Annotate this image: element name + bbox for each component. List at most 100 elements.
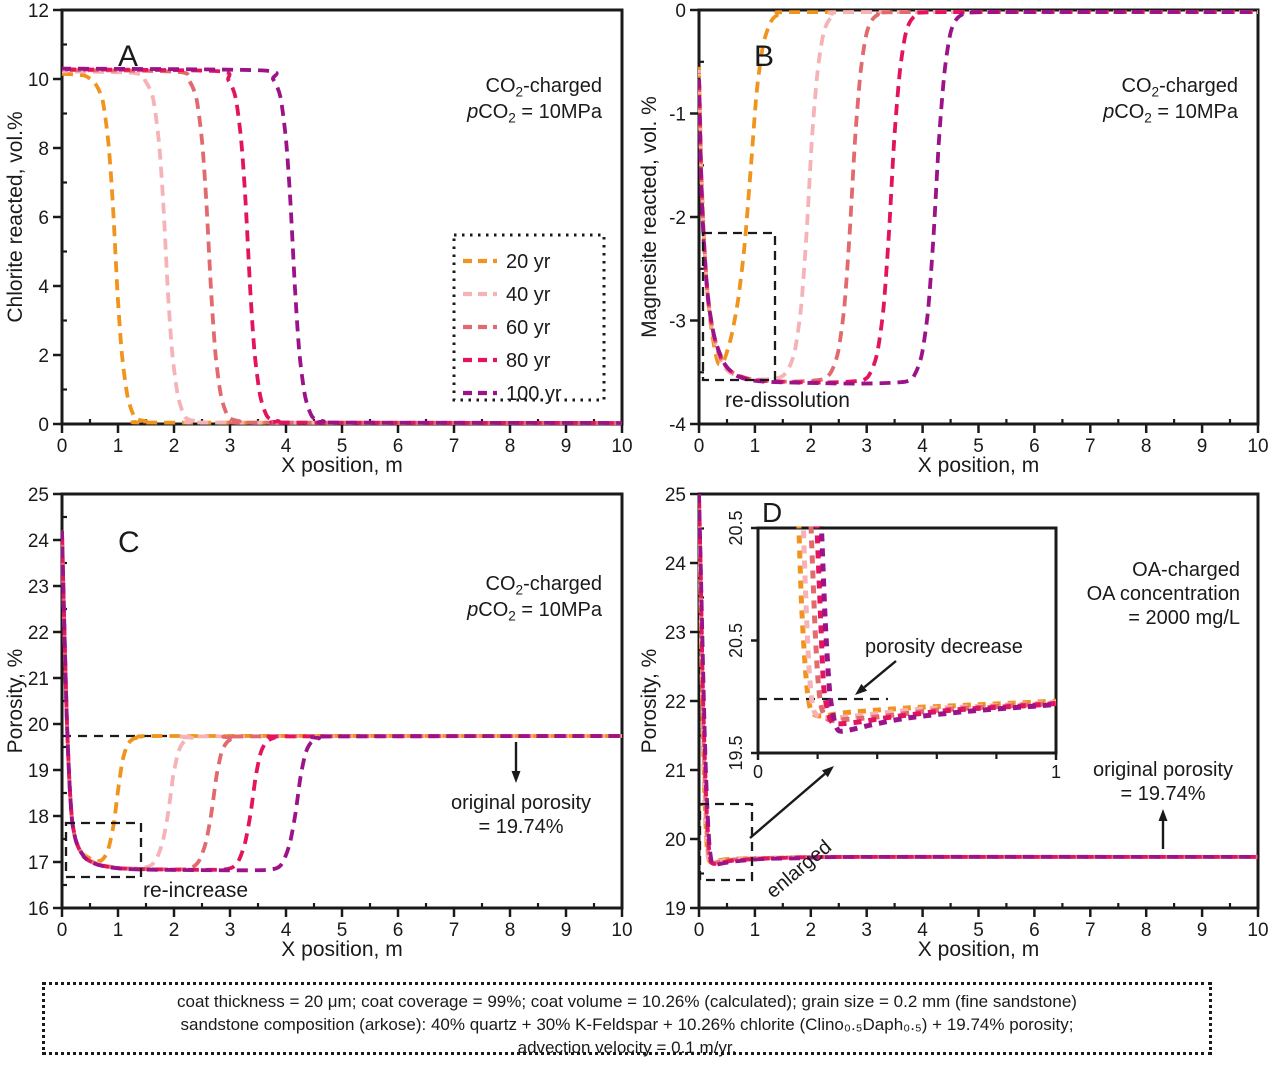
svg-text:1: 1 [113,436,124,457]
svg-text:18: 18 [28,807,49,828]
enlarged-zoom-box [698,802,754,882]
svg-text:22: 22 [28,623,49,644]
svg-text:-4: -4 [669,415,686,436]
panel-label: B [754,40,774,73]
svg-text:7: 7 [449,920,460,941]
legend: 20 yr 40 yr 60 yr 80 yr 100 yr [452,233,606,405]
curve-80-yr [814,526,1057,727]
svg-text:6: 6 [38,208,49,229]
svg-text:2: 2 [169,436,180,457]
original-porosity-label: = 19.74% [478,816,563,838]
condition-note: CO2-charged [486,573,603,598]
svg-text:21: 21 [28,669,49,690]
re-dissolution-label: re-dissolution [725,389,850,412]
svg-text:2: 2 [38,346,49,367]
svg-text:20: 20 [665,830,686,851]
svg-text:9: 9 [1197,920,1208,941]
svg-text:19: 19 [665,899,686,920]
svg-text:10: 10 [28,70,49,91]
svg-text:2: 2 [806,436,817,457]
svg-text:9: 9 [561,436,572,457]
axes-frame [60,492,624,910]
condition-note: CO2-charged [486,75,603,100]
legend-label-40-yr: 40 yr [506,284,551,306]
re-dissolution-zoom-box [701,231,777,382]
svg-text:0: 0 [675,1,686,22]
svg-text:3: 3 [225,436,236,457]
svg-text:8: 8 [1141,920,1152,941]
curve-80-yr [61,67,623,425]
svg-text:5: 5 [337,436,348,457]
curve-80-yr [698,10,1259,385]
svg-text:1: 1 [113,920,124,941]
svg-text:25: 25 [28,485,49,506]
curve-20-yr [61,71,623,425]
axes-frame [697,492,1260,910]
svg-text:16: 16 [28,899,49,920]
svg-text:23: 23 [665,623,686,644]
curve-60-yr [698,10,1259,384]
condition-note: OA-charged [1132,559,1240,581]
svg-text:4: 4 [281,436,292,457]
svg-text:6: 6 [1029,436,1040,457]
caption-line-1: coat thickness = 20 μm; coat coverage = … [177,992,1077,1011]
x-axis-title: X position, m [281,454,402,477]
series-group [61,530,623,873]
x-axis-title: X position, m [918,938,1039,961]
curve-40-yr [61,69,623,425]
series-group [698,10,1259,386]
panel-label: A [118,40,138,73]
curve-80-yr [61,530,623,872]
x-axis-title: X position, m [918,454,1039,477]
svg-text:10: 10 [1247,436,1268,457]
series-group [61,66,623,425]
axes-frame [756,526,1058,755]
svg-text:20.5: 20.5 [726,510,746,545]
svg-text:21: 21 [665,761,686,782]
svg-text:3: 3 [225,920,236,941]
svg-text:0: 0 [38,415,49,436]
svg-text:8: 8 [1141,436,1152,457]
svg-text:4: 4 [38,277,49,298]
svg-text:6: 6 [393,436,404,457]
enlarged-label: enlarged [762,836,836,903]
condition-note: pCO2 = 10MPa [466,599,603,624]
legend-label-60-yr: 60 yr [506,317,551,339]
y-axis-title: Porosity, % [638,649,661,754]
svg-text:25: 25 [665,485,686,506]
svg-text:24: 24 [665,554,687,575]
curve-100-yr [698,10,1259,386]
curve-100-yr [818,526,1057,734]
svg-text:20.5: 20.5 [726,623,746,658]
series-group [698,493,1259,868]
svg-text:4: 4 [917,436,928,457]
svg-text:0: 0 [694,920,705,941]
svg-text:1: 1 [750,436,761,457]
legend-label-20-yr: 20 yr [506,251,551,273]
svg-text:2: 2 [169,920,180,941]
caption-line-2: sandstone composition (arkose): 40% quar… [180,1015,1074,1034]
legend-label-80-yr: 80 yr [506,350,551,372]
plot-D-inset: 0 1 20.5 20.5 19.5 porosity decrease [726,510,1061,782]
svg-text:-2: -2 [669,208,686,229]
caption-line-3: advection velocity = 0.1 m/yr. [517,1038,737,1057]
svg-text:1: 1 [750,920,761,941]
y-axis-title: Magnesite reacted, vol. % [638,96,661,338]
svg-text:0: 0 [57,436,68,457]
curve-80-yr [698,493,1259,866]
curve-100-yr [698,493,1259,868]
svg-text:10: 10 [1247,920,1268,941]
parameters-caption-box: coat thickness = 20 μm; coat coverage = … [42,982,1212,1057]
svg-text:5: 5 [973,920,984,941]
svg-text:7: 7 [1085,436,1096,457]
svg-text:19.5: 19.5 [726,735,746,770]
svg-text:7: 7 [449,436,460,457]
svg-text:8: 8 [505,436,516,457]
svg-text:5: 5 [973,436,984,457]
svg-text:24: 24 [28,531,50,552]
svg-text:17: 17 [28,853,49,874]
